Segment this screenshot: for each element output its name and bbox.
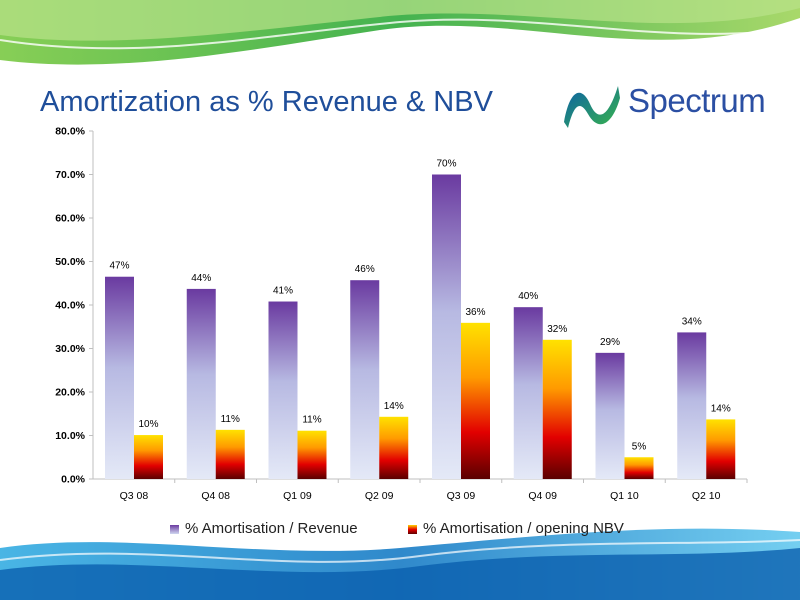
spectrum-logo: Spectrum [560, 78, 775, 132]
y-tick-label: 80.0% [55, 126, 85, 138]
data-label: 44% [191, 273, 211, 284]
legend-swatch-series2 [408, 524, 417, 534]
x-tick-label: Q2 10 [692, 490, 721, 502]
x-tick-label: Q3 09 [447, 490, 476, 502]
y-tick-label: 50.0% [55, 256, 85, 268]
bar-amortisation-nbv [706, 419, 736, 479]
data-label: 41% [273, 286, 293, 297]
x-tick-label: Q2 09 [365, 490, 394, 502]
x-tick-label: Q1 09 [283, 490, 312, 502]
slide-title: Amortization as % Revenue & NBV [40, 86, 493, 118]
y-tick-label: 0.0% [61, 474, 86, 486]
bar-amortisation-revenue [677, 332, 707, 479]
x-tick-label: Q1 10 [610, 490, 639, 502]
data-label: 46% [355, 264, 375, 275]
y-tick-label: 20.0% [55, 387, 85, 399]
data-label: 5% [632, 441, 647, 452]
logo-text: Spectrum [628, 82, 766, 119]
data-label: 40% [518, 291, 538, 302]
bar-amortisation-nbv [134, 435, 163, 479]
bar-amortisation-revenue [595, 352, 625, 479]
y-tick-label: 70.0% [55, 169, 85, 181]
y-tick-label: 30.0% [55, 343, 85, 355]
legend-item-series1: % Amortisation / Revenue [170, 520, 358, 537]
y-tick-label: 40.0% [55, 300, 85, 312]
bar-amortisation-nbv [624, 457, 654, 479]
legend-item-series2: % Amortisation / opening NBV [408, 520, 624, 537]
bar-amortisation-nbv [461, 322, 490, 479]
x-tick-label: Q4 09 [528, 490, 557, 502]
data-label: 36% [465, 307, 485, 318]
legend-label-series2: % Amortisation / opening NBV [423, 520, 624, 537]
bar-amortisation-revenue [350, 280, 380, 479]
data-label: 14% [384, 401, 404, 412]
x-tick-label: Q4 08 [201, 490, 230, 502]
legend-swatch-series1 [170, 524, 179, 534]
y-tick-label: 10.0% [55, 430, 85, 442]
data-label: 10% [138, 419, 158, 430]
y-tick-label: 60.0% [55, 213, 85, 225]
bar-amortisation-revenue [268, 301, 298, 479]
bar-amortisation-nbv [297, 430, 327, 479]
data-label: 11% [221, 414, 240, 425]
bar-amortisation-revenue [105, 276, 134, 479]
data-label: 29% [600, 337, 620, 348]
data-label: 70% [436, 159, 456, 170]
bar-amortisation-revenue [432, 174, 461, 479]
bar-amortisation-nbv [215, 429, 245, 479]
bar-amortisation-revenue [186, 288, 216, 479]
x-tick-label: Q3 08 [120, 490, 149, 502]
data-label: 11% [302, 415, 321, 426]
bar-amortisation-nbv [379, 416, 409, 479]
bar-amortisation-revenue [513, 307, 543, 479]
data-label: 47% [109, 261, 129, 272]
data-label: 14% [711, 403, 731, 414]
data-label: 32% [547, 324, 567, 335]
legend-label-series1: % Amortisation / Revenue [185, 520, 358, 537]
spectrum-logo-mark [564, 86, 620, 128]
bar-amortisation-nbv [542, 339, 572, 479]
data-label: 34% [682, 316, 702, 327]
